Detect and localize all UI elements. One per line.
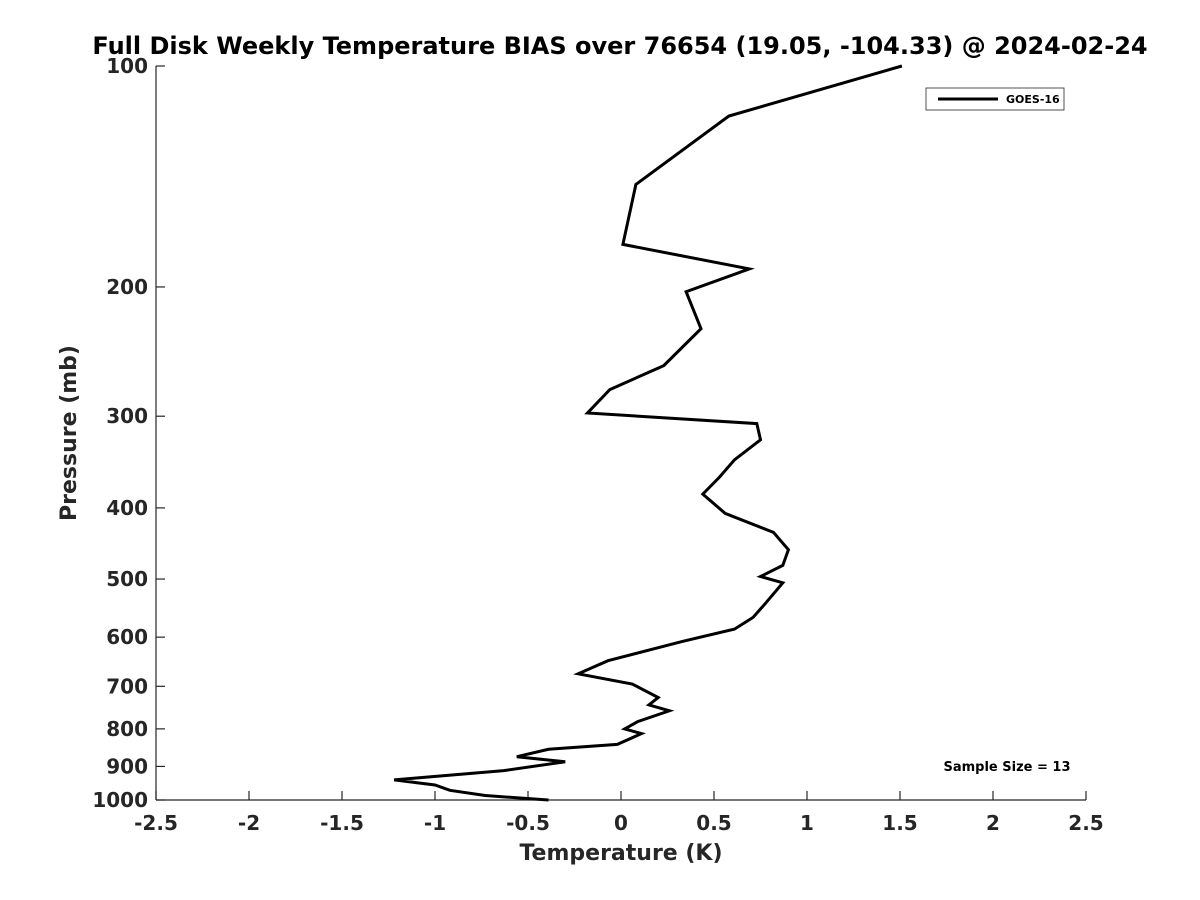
y-tick-label: 600 <box>106 625 148 649</box>
y-tick-label: 700 <box>106 674 148 698</box>
series-line-goes-16 <box>393 64 903 802</box>
x-tick-label: 0 <box>614 811 628 835</box>
x-tick-label: -1 <box>424 811 446 835</box>
sample-size-annotation: Sample Size = 13 <box>943 760 1070 775</box>
x-axis-label: Temperature (K) <box>519 841 722 866</box>
y-tick-label: 100 <box>106 54 148 78</box>
x-tick-label: -2.5 <box>134 811 178 835</box>
legend-label-goes-16: GOES-16 <box>1006 93 1060 106</box>
y-tick-label: 800 <box>106 717 148 741</box>
y-tick-label: 500 <box>106 567 148 591</box>
x-tick-label: -2 <box>238 811 260 835</box>
y-tick-label: 300 <box>106 404 148 428</box>
legend: GOES-16 <box>925 87 1065 111</box>
x-tick-label: 2 <box>986 811 1000 835</box>
x-tick-label: 2.5 <box>1068 811 1103 835</box>
series-group <box>393 64 903 802</box>
x-tick-label: 1 <box>800 811 814 835</box>
chart-title: Full Disk Weekly Temperature BIAS over 7… <box>92 32 1147 60</box>
y-tick-label: 200 <box>106 275 148 299</box>
y-tick-label: 900 <box>106 754 148 778</box>
x-tick-label: -1.5 <box>320 811 364 835</box>
x-tick-group: -2.5 -2 -1.5 -1 -0.5 0 0.5 1 1.5 2 2.5 <box>134 791 1104 835</box>
y-axis-label: Pressure (mb) <box>57 345 82 521</box>
plot-axes <box>155 66 1086 801</box>
y-tick-label: 400 <box>106 496 148 520</box>
y-tick-group: 100 200 300 400 500 600 700 800 900 1000 <box>92 54 165 812</box>
x-tick-label: 1.5 <box>882 811 917 835</box>
x-tick-label: 0.5 <box>696 811 731 835</box>
y-tick-label: 1000 <box>92 788 148 812</box>
x-tick-label: -0.5 <box>506 811 550 835</box>
